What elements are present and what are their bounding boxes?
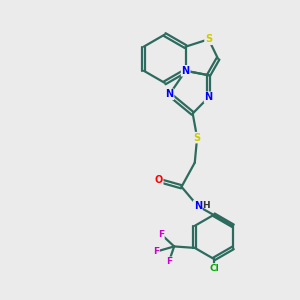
Text: N: N	[194, 201, 202, 211]
Text: S: S	[194, 133, 201, 142]
Text: N: N	[182, 66, 190, 76]
Text: F: F	[158, 230, 164, 238]
Text: N: N	[205, 92, 213, 102]
Text: H: H	[202, 201, 209, 210]
Text: F: F	[153, 247, 159, 256]
Text: N: N	[165, 89, 173, 99]
Text: Cl: Cl	[209, 264, 219, 273]
Text: F: F	[166, 257, 172, 266]
Text: O: O	[154, 175, 163, 185]
Text: S: S	[205, 34, 212, 44]
